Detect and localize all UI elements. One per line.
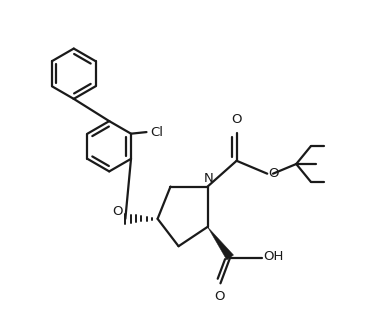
Text: OH: OH xyxy=(264,250,284,263)
Text: Cl: Cl xyxy=(150,126,163,138)
Text: O: O xyxy=(215,290,225,303)
Text: O: O xyxy=(269,167,279,180)
Polygon shape xyxy=(208,227,233,260)
Text: O: O xyxy=(231,113,242,126)
Text: O: O xyxy=(112,205,123,217)
Text: N: N xyxy=(204,172,213,185)
